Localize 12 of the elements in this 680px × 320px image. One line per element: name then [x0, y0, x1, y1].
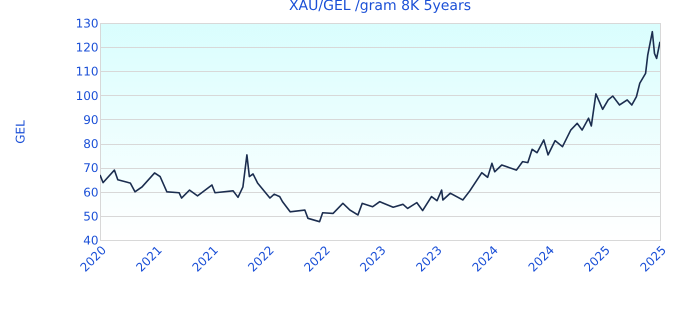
y-tick-label: 60 — [83, 185, 98, 200]
y-tick-label: 100 — [76, 88, 98, 103]
line-series — [100, 30, 660, 222]
y-tick-label: 50 — [83, 209, 98, 224]
y-tick-label: 80 — [83, 137, 98, 152]
y-tick-label: 90 — [83, 112, 98, 127]
y-tick-label: 70 — [83, 161, 98, 176]
y-axis-title: GEL — [14, 120, 28, 144]
y-tick-label: 110 — [76, 64, 98, 79]
y-tick-label: 40 — [83, 234, 98, 248]
y-tick-label: 130 — [76, 16, 98, 30]
y-tick-label: 120 — [76, 40, 98, 55]
